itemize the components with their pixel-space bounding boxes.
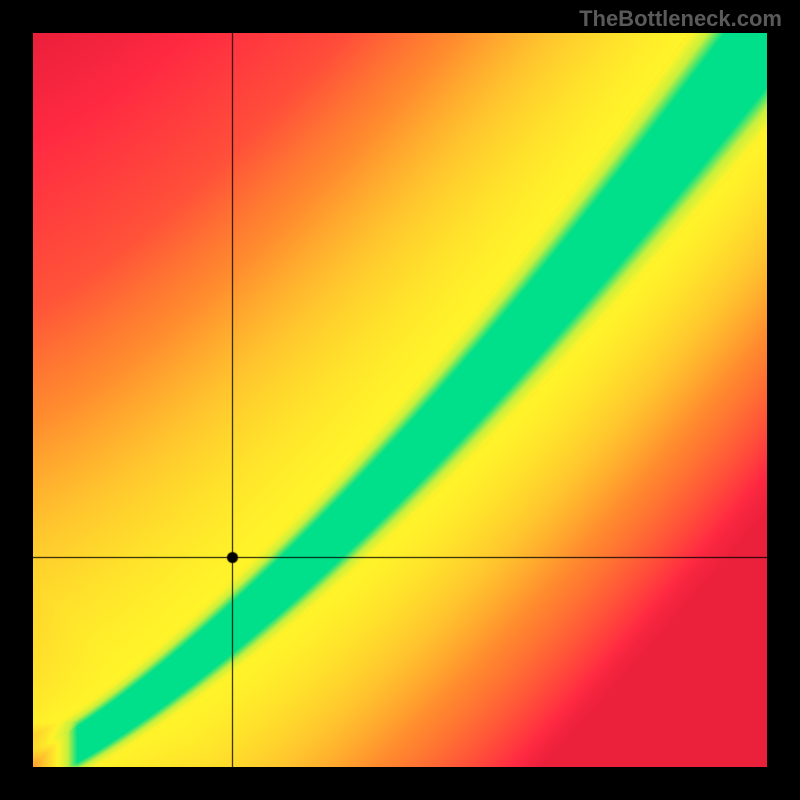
chart-container: TheBottleneck.com [0,0,800,800]
bottleneck-heatmap [33,33,767,767]
watermark-label: TheBottleneck.com [579,6,782,32]
